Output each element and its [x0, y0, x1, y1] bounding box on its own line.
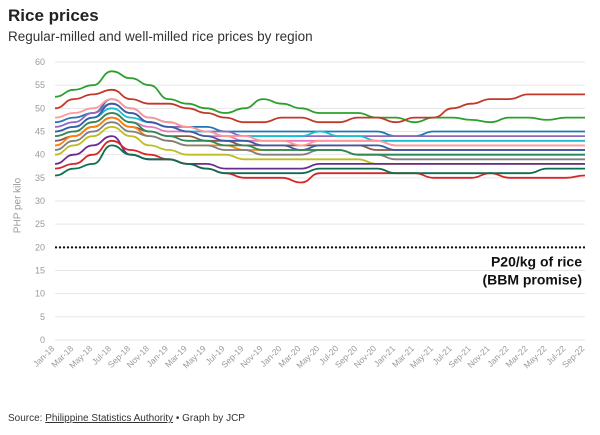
y-tick-label: 40	[35, 150, 45, 160]
y-tick-label: 20	[35, 242, 45, 252]
chart-subtitle: Regular-milled and well-milled rice pric…	[8, 29, 313, 44]
grid-lines	[55, 61, 585, 341]
source-link[interactable]: Philippine Statistics Authority	[45, 413, 174, 424]
chart-title: Rice prices	[8, 6, 99, 25]
y-tick-label: 55	[35, 80, 45, 90]
series-lines	[54, 70, 586, 184]
series-line-14	[54, 98, 585, 147]
y-tick-label: 30	[35, 196, 45, 206]
y-tick-label: 35	[35, 173, 45, 183]
y-tick-label: 0	[40, 335, 45, 345]
source-prefix: Source:	[8, 413, 46, 424]
y-tick-label: 5	[40, 312, 45, 322]
y-tick-label: 10	[35, 289, 45, 299]
series-line-2	[54, 88, 585, 124]
series-line-1	[54, 70, 585, 124]
source-suffix: • Graph by JCP	[173, 413, 245, 424]
series-line-13	[54, 144, 585, 177]
y-axis-ticks: 0 5 10 15 20 25 30 35 40 45 50 55 60	[35, 57, 45, 345]
series-line-16	[54, 112, 585, 156]
x-axis-ticks: Jan-18Mar-18May-18Jul-18Sep-18Nov-18Jan-…	[31, 343, 587, 370]
y-tick-label: 45	[35, 127, 45, 137]
series-line-12	[54, 139, 586, 184]
y-tick-label: 50	[35, 103, 45, 113]
y-tick-label: 15	[35, 266, 45, 276]
y-tick-label: 60	[35, 57, 45, 67]
reference-label-line1: P20/kg of rice	[491, 253, 582, 269]
series-line-15	[54, 102, 585, 151]
reference-label-line2: (BBM promise)	[482, 271, 582, 287]
series-line-5	[54, 107, 585, 142]
footer-source: Source: Philippine Statistics Authority …	[8, 413, 245, 424]
y-tick-label: 25	[35, 219, 45, 229]
